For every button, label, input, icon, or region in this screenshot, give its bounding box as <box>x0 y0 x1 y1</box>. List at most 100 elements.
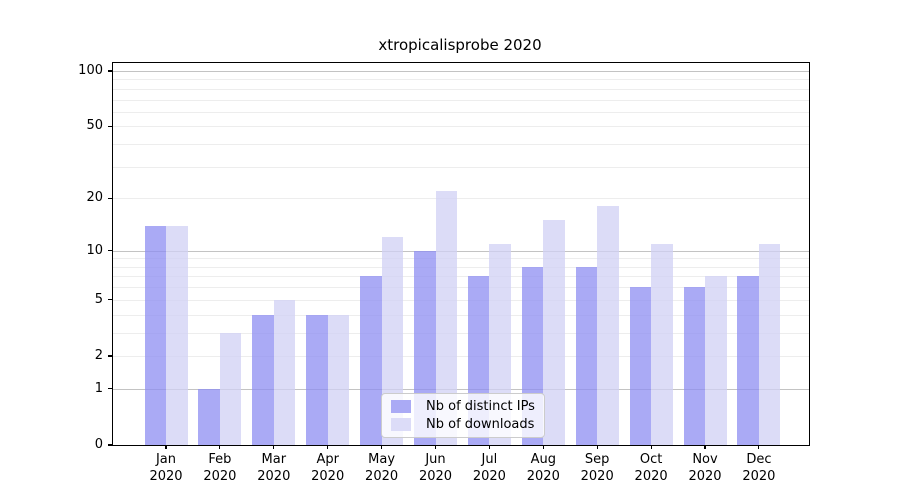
bar-distinct-ips <box>144 225 166 445</box>
x-tick-label: Jun 2020 <box>404 452 468 485</box>
x-tick-month: Apr <box>316 452 339 467</box>
bar-distinct-ips <box>198 388 220 445</box>
x-tick-year: 2020 <box>418 468 453 484</box>
x-tick-month: Mar <box>261 452 287 467</box>
x-tick-year: 2020 <box>311 468 345 484</box>
x-tick-label: Feb 2020 <box>188 452 252 485</box>
grid-line-major <box>113 388 809 390</box>
grid-line-minor <box>113 126 809 128</box>
bar-downloads <box>651 243 673 445</box>
grid-line-minor <box>113 88 809 90</box>
grid-line-minor <box>113 266 809 268</box>
bar-distinct-ips <box>252 314 274 445</box>
x-tick <box>704 445 706 449</box>
y-tick <box>107 70 112 72</box>
bar-downloads <box>758 243 781 445</box>
grid-line-minor <box>113 198 809 200</box>
legend-item-distinct-ips: Nb of distinct IPs <box>391 399 535 414</box>
bar-distinct-ips <box>360 276 382 445</box>
grid-line-major <box>113 71 809 72</box>
x-tick-year: 2020 <box>365 468 399 484</box>
x-tick-label: Apr 2020 <box>296 452 360 485</box>
y-tick-label: 1 <box>94 380 103 396</box>
y-tick <box>107 355 112 357</box>
y-tick <box>107 197 112 199</box>
y-tick <box>107 125 112 127</box>
x-tick-month: Sep <box>584 452 610 467</box>
x-tick-label: Oct 2020 <box>619 452 683 485</box>
grid-line-minor <box>113 144 809 146</box>
bar-downloads <box>166 225 188 445</box>
x-tick <box>381 445 383 449</box>
chart-title: xtropicalisprobe 2020 <box>378 36 542 54</box>
x-tick-year: 2020 <box>688 468 722 484</box>
x-tick-month: Oct <box>639 452 663 467</box>
x-tick <box>542 445 544 449</box>
y-tick-label: 2 <box>94 347 103 363</box>
x-tick-label: Jul 2020 <box>457 452 521 485</box>
bar-distinct-ips <box>737 276 759 445</box>
y-tick-label: 50 <box>86 118 103 134</box>
legend-label-distinct-ips: Nb of distinct IPs <box>426 399 535 415</box>
x-tick-year: 2020 <box>634 468 668 484</box>
grid-line-minor <box>113 276 809 278</box>
x-tick-month: Jun <box>425 452 446 467</box>
legend-swatch-downloads <box>391 417 411 431</box>
x-tick-label: Nov 2020 <box>673 452 737 485</box>
x-tick-year: 2020 <box>472 468 506 484</box>
x-tick-label: May 2020 <box>350 452 414 485</box>
x-tick <box>327 445 329 449</box>
legend-item-downloads: Nb of downloads <box>391 417 535 432</box>
x-tick-month: Feb <box>208 452 232 467</box>
bar-downloads <box>543 220 565 445</box>
bar-downloads <box>219 332 242 445</box>
y-tick-label: 20 <box>86 190 103 206</box>
x-tick-label: Mar 2020 <box>242 452 306 485</box>
x-tick-year: 2020 <box>203 468 237 484</box>
x-tick <box>758 445 760 449</box>
grid-line-minor <box>113 287 809 289</box>
x-tick <box>434 445 437 449</box>
bar-downloads <box>327 314 350 445</box>
bar-distinct-ips <box>306 314 328 445</box>
grid-line-minor <box>113 258 809 260</box>
x-tick-label: Aug 2020 <box>511 452 575 485</box>
grid-line-minor <box>113 355 809 357</box>
x-tick-label: Sep 2020 <box>565 452 629 485</box>
x-tick <box>219 445 221 449</box>
y-tick-label: 0 <box>94 437 103 452</box>
x-tick-month: Jul <box>481 452 498 467</box>
bar-distinct-ips <box>629 287 652 445</box>
grid-line-major <box>113 250 809 252</box>
grid-line-minor <box>113 299 809 301</box>
x-tick <box>488 445 490 449</box>
x-tick-month: Jan <box>155 452 177 467</box>
legend-swatch-distinct-ips <box>391 400 411 414</box>
grid-line-minor <box>113 314 809 316</box>
x-tick <box>273 445 275 449</box>
y-tick <box>107 299 112 301</box>
x-tick-year: 2020 <box>526 468 560 484</box>
x-tick-label: Jan 2020 <box>134 452 198 485</box>
x-tick <box>596 445 598 449</box>
legend: Nb of distinct IPs Nb of downloads <box>381 393 545 438</box>
y-tick <box>107 250 112 252</box>
y-tick-label: 5 <box>94 291 103 307</box>
bar-distinct-ips <box>575 266 598 445</box>
x-tick-year: 2020 <box>149 468 183 484</box>
grid-line-minor <box>113 111 809 113</box>
x-tick-month: May <box>368 452 396 467</box>
x-tick-year: 2020 <box>257 468 291 484</box>
x-tick-year: 2020 <box>580 468 614 484</box>
x-tick-label: Dec 2020 <box>727 452 791 485</box>
x-tick <box>650 445 652 449</box>
legend-label-downloads: Nb of downloads <box>426 416 535 432</box>
grid-line-minor <box>113 99 809 101</box>
bar-downloads <box>597 206 619 445</box>
grid-line-minor <box>113 79 809 81</box>
y-tick <box>107 444 112 446</box>
grid-line-minor <box>113 166 809 168</box>
grid-line-minor <box>113 332 809 334</box>
bar-downloads <box>435 190 457 445</box>
